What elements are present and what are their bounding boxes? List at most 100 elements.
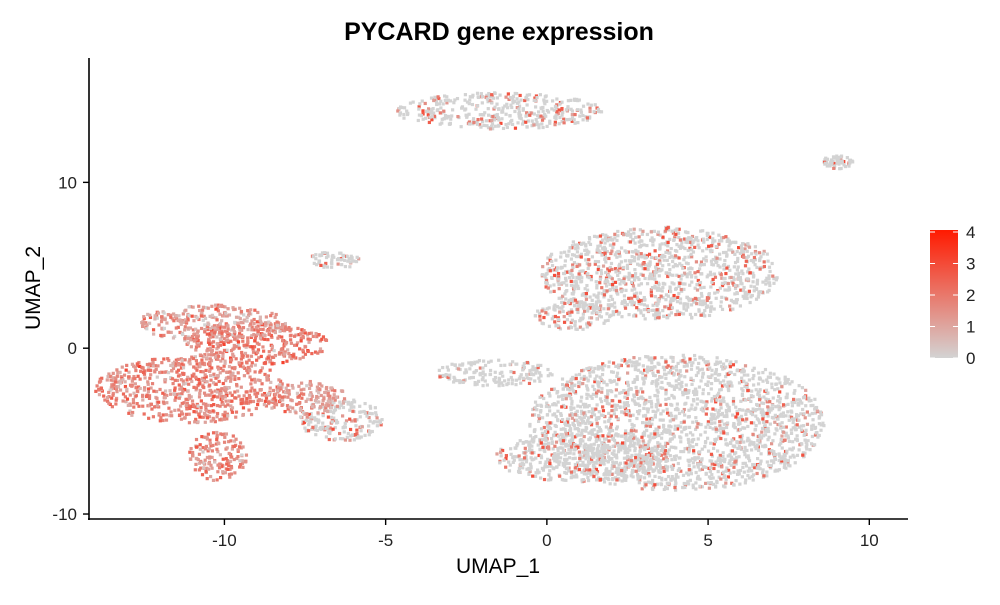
cell-point (718, 395, 722, 399)
cell-point (681, 266, 685, 270)
cell-point (234, 415, 238, 419)
cell-point (560, 100, 564, 104)
cell-point (142, 315, 146, 319)
cell-point (278, 383, 282, 387)
cell-point (259, 398, 264, 402)
cell-point (693, 353, 697, 358)
cell-point (155, 375, 159, 379)
cell-point (642, 308, 647, 312)
cell-point (636, 250, 640, 254)
cell-point (721, 428, 726, 432)
cell-point (587, 410, 591, 414)
cell-point (221, 351, 225, 355)
cell-point (577, 277, 581, 281)
cell-point (205, 416, 210, 420)
cell-point (612, 310, 616, 314)
cell-point (559, 394, 564, 398)
cell-point (674, 313, 678, 317)
cell-point (239, 357, 244, 361)
cell-point (592, 465, 596, 470)
cell-point (576, 284, 580, 288)
cell-point (743, 384, 747, 389)
cell-point (599, 268, 603, 273)
cell-point (511, 96, 515, 100)
cell-point (326, 391, 330, 396)
cell-point (638, 464, 643, 468)
cell-point (609, 251, 613, 256)
cell-point (638, 245, 642, 249)
cell-point (632, 444, 636, 448)
cell-point (169, 392, 173, 396)
cell-point (654, 382, 658, 386)
cell-point (171, 361, 175, 365)
cell-point (607, 237, 612, 241)
cell-point (585, 396, 589, 400)
cell-point (660, 289, 664, 293)
cell-point (693, 427, 698, 432)
cell-point (480, 101, 484, 105)
cell-point (673, 385, 677, 389)
cell-point (606, 459, 611, 463)
cell-point (665, 305, 669, 309)
cell-point (264, 404, 269, 408)
cell-point (653, 284, 657, 288)
cell-point (639, 311, 643, 315)
cell-point (765, 411, 769, 416)
cell-point (232, 367, 237, 371)
cell-point (695, 283, 699, 287)
cell-point (589, 423, 594, 427)
cell-point (335, 420, 340, 424)
cell-point (677, 312, 681, 317)
cell-point (683, 237, 687, 241)
cell-point (246, 339, 250, 343)
cell-point (686, 480, 690, 484)
cell-point (544, 446, 548, 450)
cell-point (731, 462, 735, 466)
cell-point (545, 272, 549, 276)
cell-point (765, 380, 770, 384)
cell-point (743, 247, 747, 251)
cell-point (719, 477, 723, 481)
cell-point (593, 103, 597, 107)
cell-point (637, 240, 641, 244)
cell-point (738, 276, 743, 280)
cell-point (650, 286, 655, 290)
cell-point (114, 376, 118, 380)
cell-point (579, 108, 583, 112)
cell-point (751, 259, 756, 263)
cell-point (727, 239, 731, 243)
cell-point (715, 393, 719, 397)
cell-point (803, 431, 807, 435)
cell-point (588, 106, 592, 110)
cell-point (351, 259, 355, 263)
cell-point (106, 374, 110, 379)
cell-point (644, 374, 648, 378)
cell-point (259, 388, 263, 392)
cell-point (693, 393, 697, 397)
cell-point (557, 282, 561, 287)
cell-point (285, 327, 289, 331)
cell-point (780, 446, 784, 450)
cell-point (212, 353, 216, 357)
cell-point (212, 402, 216, 407)
cell-point (420, 99, 424, 103)
cell-point (747, 397, 751, 401)
cell-point (702, 257, 706, 261)
cell-point (724, 250, 728, 255)
cell-point (709, 259, 714, 263)
cell-point (318, 388, 322, 392)
cell-point (691, 390, 696, 394)
cell-point (561, 397, 565, 401)
cell-point (223, 359, 227, 363)
cell-point (237, 346, 241, 350)
cell-point (718, 424, 722, 428)
cell-point (663, 485, 668, 489)
cell-point (408, 101, 413, 105)
cell-point (611, 313, 616, 317)
cell-point (632, 302, 636, 307)
cell-point (148, 315, 153, 320)
cell-point (130, 379, 134, 383)
cell-point (227, 364, 232, 369)
cell-point (160, 317, 164, 321)
cell-point (173, 398, 177, 402)
